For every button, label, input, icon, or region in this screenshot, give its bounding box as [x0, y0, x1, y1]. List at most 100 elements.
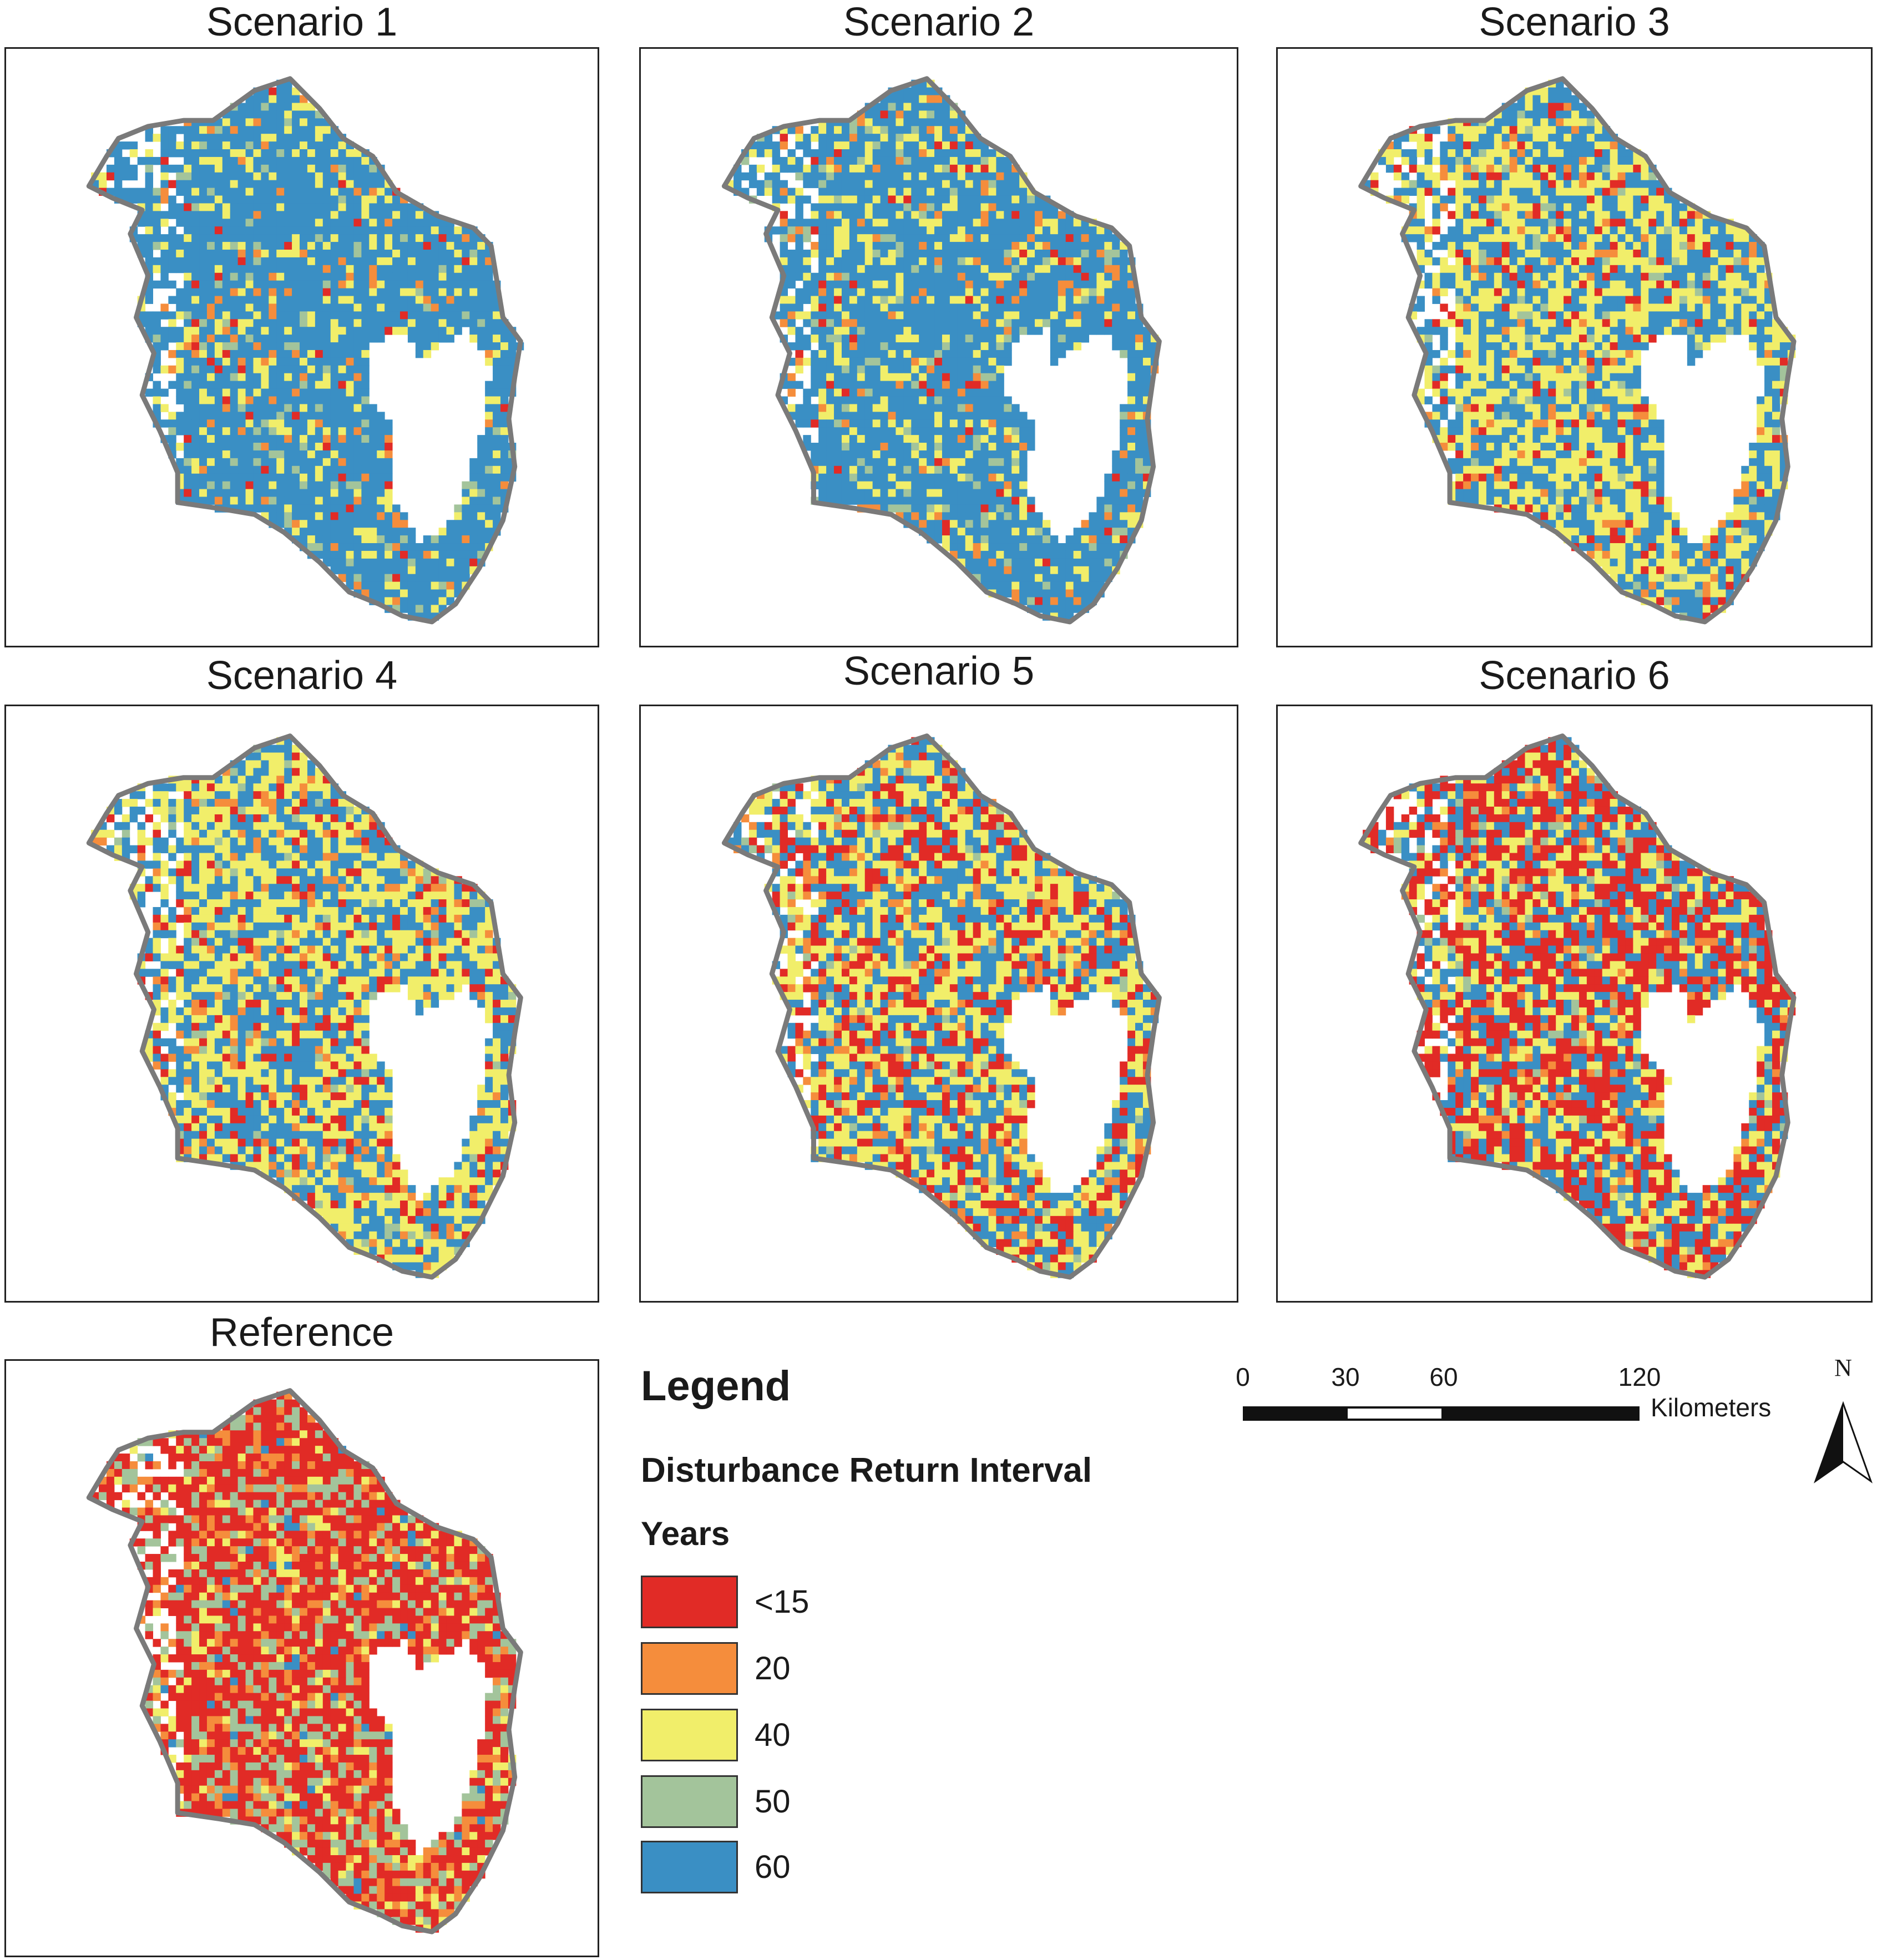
raster-cell [772, 180, 781, 189]
raster-cell [269, 497, 277, 505]
raster-cell [1135, 450, 1144, 459]
raster-cell [477, 528, 485, 536]
raster-cell [864, 203, 873, 211]
raster-cell [214, 435, 223, 443]
raster-cell [1633, 188, 1641, 196]
raster-cell [1120, 465, 1128, 474]
raster-cell [423, 265, 432, 274]
raster-cell [153, 335, 161, 343]
raster-cell [927, 110, 935, 119]
raster-cell [1011, 589, 1020, 597]
raster-cell [818, 211, 827, 219]
raster-cell [284, 103, 292, 111]
raster-cell [949, 443, 958, 451]
raster-cell [857, 134, 866, 142]
raster-cell [1478, 219, 1487, 227]
raster-cell [1112, 288, 1120, 297]
raster-cell [1050, 342, 1059, 351]
raster-cell [1617, 203, 1626, 211]
raster-cell [942, 497, 950, 505]
raster-cell [1035, 605, 1043, 613]
raster-cell [919, 203, 927, 211]
raster-cell [300, 195, 308, 204]
raster-cell [1594, 149, 1603, 158]
raster-cell [493, 465, 501, 474]
raster-cell [834, 427, 842, 435]
raster-cell [1633, 164, 1641, 173]
raster-cell [330, 350, 339, 358]
raster-cell [1120, 489, 1128, 497]
raster-cell [919, 303, 927, 312]
raster-cell [284, 272, 292, 281]
raster-cell [996, 388, 1004, 397]
raster-cell [957, 520, 966, 528]
raster-cell [1027, 203, 1035, 211]
raster-cell [462, 280, 470, 289]
raster-cell [300, 520, 308, 528]
raster-cell [1042, 303, 1051, 312]
raster-cell [415, 219, 424, 227]
raster-cell [1733, 249, 1742, 258]
raster-cell [1035, 574, 1043, 583]
raster-cell [330, 512, 339, 520]
raster-cell [1501, 164, 1510, 173]
raster-cell [965, 211, 974, 219]
raster-cell [1027, 211, 1035, 219]
raster-cell [980, 481, 989, 490]
raster-cell [338, 226, 347, 235]
raster-cell [153, 404, 161, 412]
raster-cell [911, 180, 919, 189]
raster-cell [330, 481, 339, 490]
raster-cell [168, 296, 176, 304]
raster-cell [1424, 164, 1433, 173]
raster-cell [988, 504, 996, 513]
raster-cell [896, 473, 904, 482]
raster-cell [176, 242, 184, 250]
raster-cell [949, 335, 958, 343]
raster-cell [184, 188, 192, 196]
raster-cell [493, 365, 501, 374]
raster-cell [237, 381, 246, 389]
raster-cell [988, 350, 996, 358]
raster-cell [1540, 87, 1549, 96]
raster-cell [276, 87, 285, 96]
raster-cell [206, 473, 215, 482]
raster-cell [346, 443, 354, 451]
raster-cell [300, 419, 308, 428]
raster-cell [353, 203, 362, 211]
raster-cell [1710, 234, 1719, 242]
raster-cell [841, 234, 850, 242]
raster-cell [1104, 319, 1112, 327]
raster-cell [1035, 550, 1043, 559]
raster-cell [307, 134, 316, 142]
raster-cell [1096, 543, 1105, 551]
raster-cell [415, 280, 424, 289]
raster-cell [361, 550, 370, 559]
raster-cell [934, 156, 943, 165]
raster-cell [300, 203, 308, 211]
raster-cell [168, 126, 176, 134]
raster-cell [199, 156, 208, 165]
raster-cell [911, 134, 919, 142]
raster-cell [222, 172, 231, 181]
raster-cell [292, 419, 300, 428]
raster-cell [1578, 234, 1587, 242]
raster-cell [1594, 126, 1603, 134]
raster-cell [276, 103, 285, 111]
raster-cell [849, 458, 858, 467]
raster-cell [911, 419, 919, 428]
raster-cell [957, 226, 966, 235]
raster-cell [957, 489, 966, 497]
raster-cell [1011, 435, 1020, 443]
raster-cell [919, 265, 927, 274]
raster-cell [834, 489, 842, 497]
raster-cell [423, 605, 432, 613]
raster-cell [431, 234, 439, 242]
raster-cell [423, 242, 432, 250]
raster-cell [1073, 234, 1082, 242]
raster-cell [206, 134, 215, 142]
raster-cell [949, 350, 958, 358]
raster-cell [206, 335, 215, 343]
raster-cell [322, 265, 331, 274]
raster-cell [872, 381, 881, 389]
